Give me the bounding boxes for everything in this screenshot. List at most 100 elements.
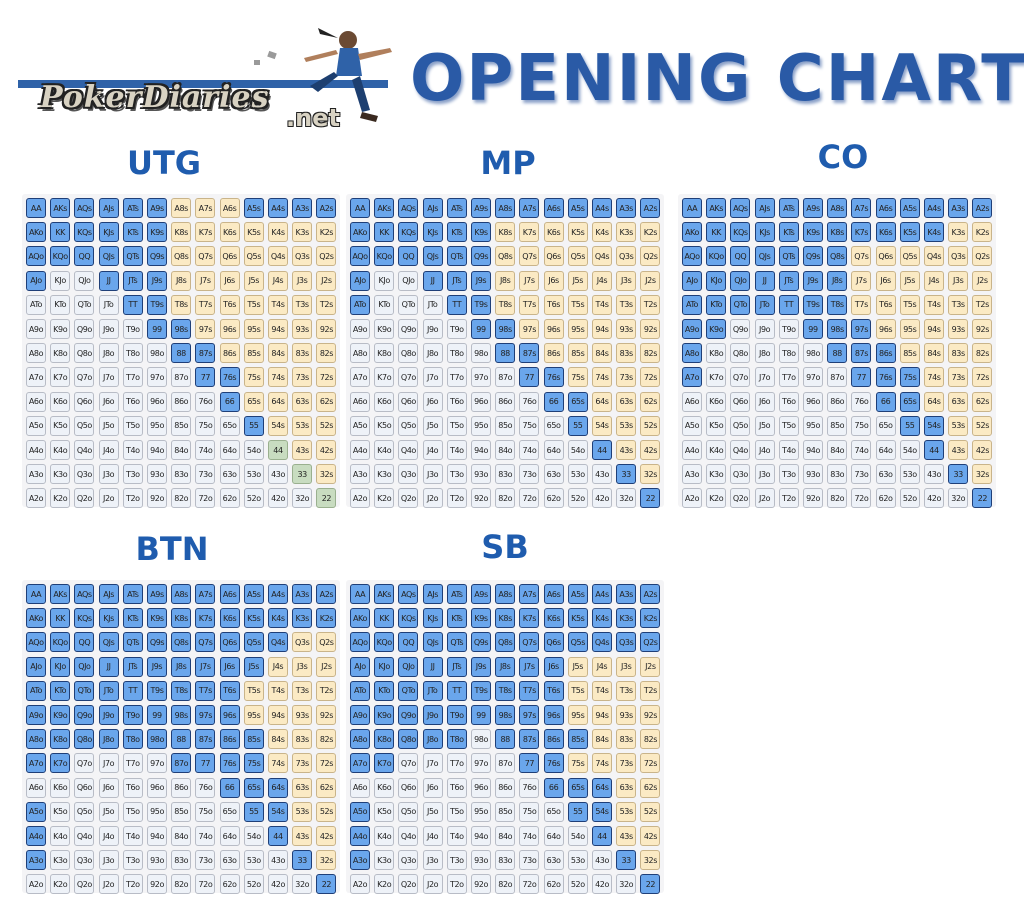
hand-cell-co-32o[interactable]: 32o <box>948 488 969 509</box>
hand-cell-mp-t4o[interactable]: T4o <box>446 440 467 460</box>
hand-cell-sb-a6s[interactable]: A6s <box>543 584 564 604</box>
hand-cell-btn-a2o[interactable]: A2o <box>26 874 46 895</box>
hand-cell-sb-92o[interactable]: 92o <box>471 874 491 895</box>
hand-cell-mp-87o[interactable]: 87o <box>495 367 516 388</box>
hand-cell-co-66[interactable]: 66 <box>875 391 896 412</box>
hand-cell-co-k5s[interactable]: K5s <box>899 222 920 243</box>
hand-cell-sb-22[interactable]: 22 <box>640 874 661 895</box>
hand-cell-utg-t4s[interactable]: T4s <box>268 294 288 315</box>
hand-cell-btn-43o[interactable]: 43o <box>268 850 288 871</box>
hand-cell-btn-j2o[interactable]: J2o <box>98 874 119 895</box>
hand-cell-co-98o[interactable]: 98o <box>803 343 823 364</box>
hand-cell-btn-t2s[interactable]: T2s <box>316 680 337 701</box>
hand-cell-mp-qjs[interactable]: QJs <box>422 246 443 267</box>
hand-cell-btn-52s[interactable]: 52s <box>316 801 337 822</box>
hand-cell-btn-42s[interactable]: 42s <box>316 826 337 846</box>
hand-cell-btn-k9s[interactable]: K9s <box>147 608 167 629</box>
hand-cell-sb-52o[interactable]: 52o <box>567 874 588 895</box>
hand-cell-sb-ako[interactable]: AKo <box>350 608 370 629</box>
hand-cell-co-kqo[interactable]: KQo <box>706 246 727 267</box>
hand-cell-utg-84s[interactable]: 84s <box>268 343 288 364</box>
hand-cell-btn-73o[interactable]: 73o <box>195 850 216 871</box>
hand-cell-co-62s[interactable]: 62s <box>972 391 993 412</box>
hand-cell-co-a6o[interactable]: A6o <box>682 391 702 412</box>
hand-cell-co-j4o[interactable]: J4o <box>754 440 775 460</box>
hand-cell-btn-ako[interactable]: AKo <box>26 608 46 629</box>
hand-cell-co-a8o[interactable]: A8o <box>682 343 702 364</box>
hand-cell-utg-86o[interactable]: 86o <box>171 391 192 412</box>
hand-cell-mp-qts[interactable]: QTs <box>446 246 467 267</box>
hand-cell-btn-ajs[interactable]: AJs <box>98 584 119 604</box>
hand-cell-mp-a8s[interactable]: A8s <box>495 198 516 218</box>
hand-cell-utg-k5o[interactable]: K5o <box>50 415 71 436</box>
hand-cell-utg-t2s[interactable]: T2s <box>316 294 337 315</box>
hand-cell-co-aks[interactable]: AKs <box>706 198 727 218</box>
hand-cell-btn-j6o[interactable]: J6o <box>98 777 119 798</box>
hand-cell-sb-j2o[interactable]: J2o <box>422 874 443 895</box>
hand-cell-co-qq[interactable]: QQ <box>730 246 751 267</box>
hand-cell-btn-k6s[interactable]: K6s <box>219 608 240 629</box>
hand-cell-mp-j8o[interactable]: J8o <box>422 343 443 364</box>
hand-cell-sb-32s[interactable]: 32s <box>640 850 661 871</box>
hand-cell-sb-a5o[interactable]: A5o <box>350 801 370 822</box>
hand-cell-mp-kqs[interactable]: KQs <box>398 222 419 243</box>
hand-cell-sb-j2s[interactable]: J2s <box>640 656 661 677</box>
hand-cell-co-a9o[interactable]: A9o <box>682 319 702 339</box>
hand-cell-sb-kqs[interactable]: KQs <box>398 608 419 629</box>
hand-cell-mp-33[interactable]: 33 <box>616 464 637 485</box>
hand-cell-sb-95o[interactable]: 95o <box>471 801 491 822</box>
hand-cell-co-kjs[interactable]: KJs <box>754 222 775 243</box>
hand-cell-sb-32o[interactable]: 32o <box>616 874 637 895</box>
hand-cell-btn-j6s[interactable]: J6s <box>219 656 240 677</box>
hand-cell-mp-jto[interactable]: JTo <box>422 294 443 315</box>
hand-cell-mp-aa[interactable]: AA <box>350 198 370 218</box>
hand-cell-sb-33[interactable]: 33 <box>616 850 637 871</box>
hand-cell-btn-qjo[interactable]: QJo <box>74 656 95 677</box>
hand-cell-mp-75o[interactable]: 75o <box>519 415 540 436</box>
hand-cell-mp-87s[interactable]: 87s <box>519 343 540 364</box>
hand-cell-utg-t3s[interactable]: T3s <box>292 294 313 315</box>
hand-cell-sb-q5o[interactable]: Q5o <box>398 801 419 822</box>
hand-cell-co-64s[interactable]: 64s <box>924 391 944 412</box>
hand-cell-mp-t4s[interactable]: T4s <box>592 294 612 315</box>
hand-cell-co-t9s[interactable]: T9s <box>803 294 823 315</box>
hand-cell-mp-j2o[interactable]: J2o <box>422 488 443 509</box>
hand-cell-sb-q5s[interactable]: Q5s <box>567 632 588 653</box>
hand-cell-co-54s[interactable]: 54s <box>924 415 944 436</box>
hand-cell-utg-a6o[interactable]: A6o <box>26 391 46 412</box>
hand-cell-mp-32s[interactable]: 32s <box>640 464 661 485</box>
hand-cell-utg-93o[interactable]: 93o <box>147 464 167 485</box>
hand-cell-mp-72s[interactable]: 72s <box>640 367 661 388</box>
hand-cell-mp-k2o[interactable]: K2o <box>374 488 395 509</box>
hand-cell-sb-jts[interactable]: JTs <box>446 656 467 677</box>
hand-cell-btn-t3o[interactable]: T3o <box>122 850 143 871</box>
hand-cell-utg-k3o[interactable]: K3o <box>50 464 71 485</box>
hand-cell-mp-j9o[interactable]: J9o <box>422 319 443 339</box>
hand-cell-utg-j4o[interactable]: J4o <box>98 440 119 460</box>
hand-cell-mp-q9o[interactable]: Q9o <box>398 319 419 339</box>
hand-cell-co-k8s[interactable]: K8s <box>827 222 848 243</box>
hand-cell-co-kk[interactable]: KK <box>706 222 727 243</box>
hand-cell-sb-k8o[interactable]: K8o <box>374 729 395 750</box>
hand-cell-utg-q2o[interactable]: Q2o <box>74 488 95 509</box>
hand-cell-utg-63s[interactable]: 63s <box>292 391 313 412</box>
hand-cell-co-ato[interactable]: ATo <box>682 294 702 315</box>
hand-cell-co-aqo[interactable]: AQo <box>682 246 702 267</box>
hand-cell-mp-84s[interactable]: 84s <box>592 343 612 364</box>
hand-cell-mp-62s[interactable]: 62s <box>640 391 661 412</box>
hand-cell-co-q3o[interactable]: Q3o <box>730 464 751 485</box>
hand-cell-mp-q8s[interactable]: Q8s <box>495 246 516 267</box>
hand-cell-utg-jto[interactable]: JTo <box>98 294 119 315</box>
hand-cell-co-q6s[interactable]: Q6s <box>875 246 896 267</box>
hand-cell-co-82s[interactable]: 82s <box>972 343 993 364</box>
hand-cell-utg-83o[interactable]: 83o <box>171 464 192 485</box>
hand-cell-utg-j9s[interactable]: J9s <box>147 270 167 291</box>
hand-cell-mp-a9s[interactable]: A9s <box>471 198 491 218</box>
hand-cell-mp-83o[interactable]: 83o <box>495 464 516 485</box>
hand-cell-co-j2s[interactable]: J2s <box>972 270 993 291</box>
hand-cell-co-tt[interactable]: TT <box>778 294 799 315</box>
hand-cell-btn-87o[interactable]: 87o <box>171 753 192 774</box>
hand-cell-co-t8o[interactable]: T8o <box>778 343 799 364</box>
hand-cell-utg-ajo[interactable]: AJo <box>26 270 46 291</box>
hand-cell-sb-ats[interactable]: ATs <box>446 584 467 604</box>
